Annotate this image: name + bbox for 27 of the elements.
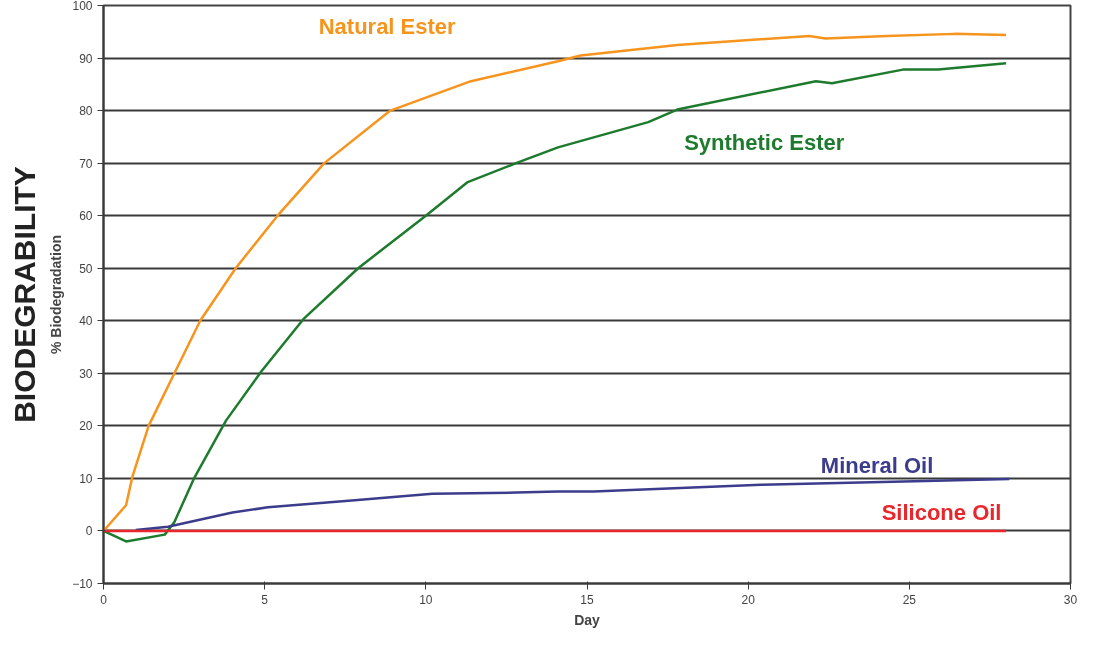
y-tick-label: 70 bbox=[79, 156, 93, 171]
x-tick-label: 30 bbox=[1063, 592, 1078, 607]
line-series bbox=[134, 477, 1011, 532]
y-tick-label: 20 bbox=[79, 419, 93, 434]
y-tick-label: 90 bbox=[79, 51, 93, 66]
y-tick-label: 0 bbox=[85, 524, 93, 539]
y-axis-title: % Biodegradation bbox=[48, 234, 65, 354]
x-tick-label: 25 bbox=[902, 592, 917, 607]
y-tick-label: 60 bbox=[79, 209, 93, 224]
y-tick-label: −10 bbox=[72, 577, 93, 591]
x-tick-label: 5 bbox=[261, 592, 269, 607]
text: BIODEGRABILITY bbox=[7, 166, 41, 423]
series-label: Mineral Oil bbox=[820, 452, 934, 478]
x-tick-label: 0 bbox=[100, 592, 108, 607]
series-label: Synthetic Ester bbox=[684, 129, 845, 155]
series-label: Silicone Oil bbox=[881, 500, 1002, 526]
y-tick-label: 30 bbox=[79, 366, 93, 381]
y-tick-label: 40 bbox=[79, 314, 93, 329]
y-tick-label: 50 bbox=[79, 261, 93, 276]
y-tick-label: 100 bbox=[72, 0, 93, 13]
x-tick-label: 10 bbox=[419, 592, 433, 607]
x-tick-label: 20 bbox=[741, 592, 756, 607]
x-axis-title: Day bbox=[574, 611, 601, 628]
x-tick-label: 15 bbox=[580, 592, 594, 607]
text: Natural Ester bbox=[318, 14, 457, 40]
y-tick-label: 10 bbox=[79, 471, 93, 486]
y-tick-label: 80 bbox=[79, 104, 93, 119]
